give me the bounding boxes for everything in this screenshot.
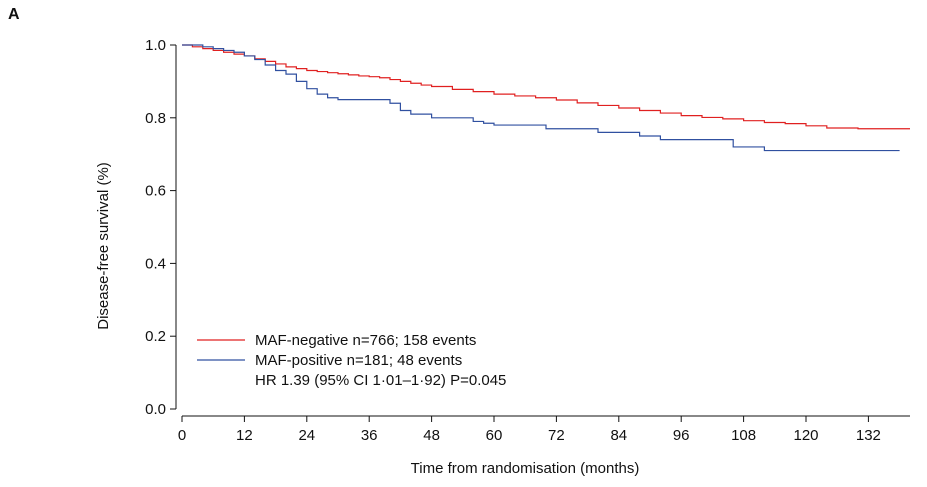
x-tick-label: 132 xyxy=(856,427,881,444)
legend-label: MAF-negative n=766; 158 events xyxy=(255,332,476,349)
y-tick-label: 0.4 xyxy=(145,255,166,272)
x-tick-label: 36 xyxy=(361,427,378,444)
x-tick-label: 96 xyxy=(673,427,690,444)
y-tick-label: 0.2 xyxy=(145,328,166,345)
x-tick-label: 108 xyxy=(731,427,756,444)
y-tick-label: 0.0 xyxy=(145,401,166,418)
series-line-maf-positive xyxy=(182,44,900,152)
y-tick-label: 0.6 xyxy=(145,183,166,200)
axes: 0.0 0.2 0.4 0.6 0.8 1.0 0 12 24 36 48 60 72 84 96 108 12… xyxy=(145,37,910,444)
y-tick-label: 1.0 xyxy=(145,37,166,54)
legend: MAF-negative n=766; 158 events MAF-positi… xyxy=(197,332,506,389)
x-tick-label: 12 xyxy=(236,427,253,444)
x-tick-label: 0 xyxy=(178,427,186,444)
series-line-maf-negative xyxy=(182,44,910,130)
x-tick-label: 48 xyxy=(423,427,440,444)
legend-label: MAF-positive n=181; 48 events xyxy=(255,352,462,369)
y-tick-label: 0.8 xyxy=(145,110,166,127)
x-tick-label: 72 xyxy=(548,427,565,444)
annotation-text: HR 1.39 (95% CI 1·01–1·92) P=0.045 xyxy=(255,372,506,389)
x-tick-label: 84 xyxy=(610,427,627,444)
y-axis-label: Disease-free survival (%) xyxy=(95,162,112,330)
x-tick-label: 24 xyxy=(298,427,315,444)
x-axis-label: Time from randomisation (months) xyxy=(411,460,640,477)
survival-curves xyxy=(182,44,910,152)
panel-label: A xyxy=(8,6,20,23)
x-tick-label: 120 xyxy=(793,427,818,444)
x-tick-label: 60 xyxy=(486,427,503,444)
